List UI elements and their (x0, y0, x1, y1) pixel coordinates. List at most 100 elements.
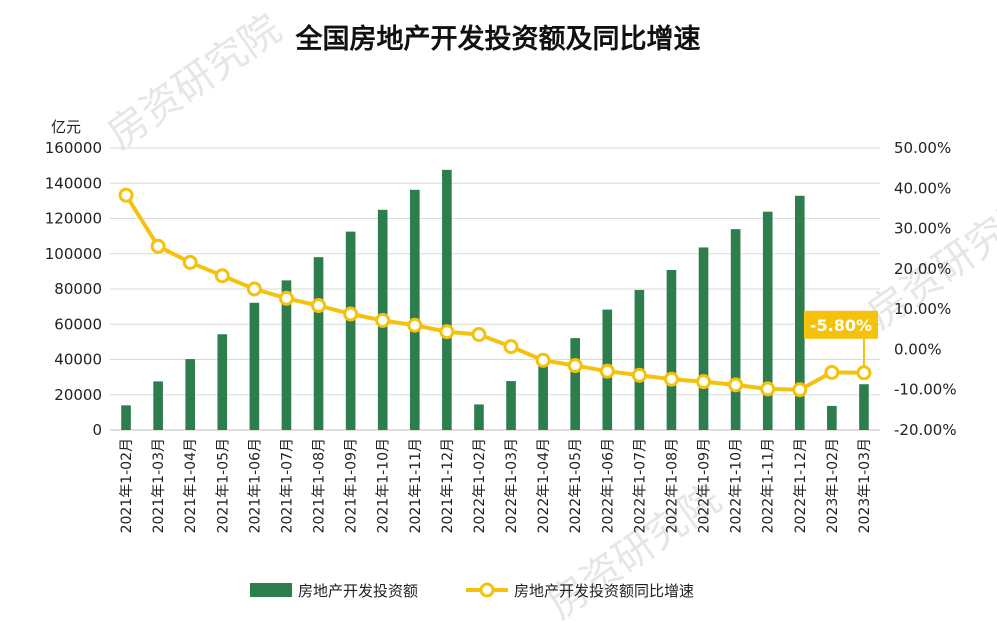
bar (281, 280, 292, 430)
right-tick-label: 10.00% (894, 300, 951, 318)
left-tick-label: 120000 (45, 210, 102, 228)
x-tick-label: 2021年1-07月 (279, 438, 295, 533)
line-point (535, 352, 551, 368)
left-tick-label: 80000 (54, 280, 102, 298)
left-axis-ticks: 0 20000 40000 60000 80000 100000 120000 140000 1… (45, 139, 102, 439)
x-tick-label: 2021年1-08月 (312, 438, 328, 533)
legend-bar-swatch (250, 583, 292, 597)
bar (730, 229, 741, 430)
line-point (343, 306, 359, 322)
chart-title: 全国房地产开发投资额及同比增速 (295, 23, 701, 55)
bar (794, 195, 805, 430)
right-tick-label: -10.00% (894, 381, 957, 399)
x-tick-label: 2021年1-02月 (119, 438, 135, 533)
x-tick-label: 2021年1-10月 (376, 438, 392, 533)
bar (762, 211, 773, 430)
x-tick-label: 2021年1-04月 (183, 438, 199, 533)
right-tick-label: 50.00% (894, 139, 951, 157)
x-tick-label: 2022年1-06月 (600, 438, 616, 533)
x-tick-label: 2021年1-11月 (408, 438, 424, 533)
bar (185, 359, 196, 430)
bar (345, 231, 356, 430)
left-tick-label: 40000 (54, 351, 102, 369)
line-point (792, 382, 808, 398)
line-point (278, 290, 294, 306)
callout: -5.80% (803, 310, 878, 366)
left-tick-label: 20000 (54, 386, 102, 404)
bar (153, 381, 163, 430)
bar (217, 334, 228, 430)
line-point (471, 327, 487, 343)
x-tick-label: 2022年1-03月 (504, 438, 520, 533)
bar (666, 269, 677, 430)
right-tick-label: 20.00% (894, 260, 951, 278)
bar (538, 360, 548, 430)
legend: 房地产开发投资额 房地产开发投资额同比增速 (250, 582, 694, 600)
x-tick-label: 2022年1-09月 (697, 438, 713, 533)
line-point (567, 358, 583, 374)
legend-line-label: 房地产开发投资额同比增速 (514, 582, 694, 600)
x-tick-label: 2021年1-12月 (440, 438, 456, 533)
line-path (124, 194, 864, 392)
left-tick-label: 160000 (45, 139, 102, 157)
x-tick-label: 2022年1-04月 (536, 438, 552, 533)
line-point (311, 298, 327, 314)
bar (409, 189, 420, 430)
legend-bar-label: 房地产开发投资额 (298, 582, 418, 600)
bar (442, 169, 452, 430)
x-tick-label: 2022年1-05月 (568, 438, 584, 533)
line-point (246, 281, 262, 297)
bar (634, 289, 645, 430)
line-point (631, 367, 647, 383)
bar (121, 405, 131, 430)
line-point (663, 371, 679, 387)
watermark-text: 房资研究院 (99, 6, 289, 158)
right-tick-label: -20.00% (894, 421, 957, 439)
line-point (503, 339, 519, 355)
line-point (375, 312, 391, 328)
x-tick-label: 2022年1-11月 (761, 438, 777, 533)
x-tick-label: 2022年1-10月 (729, 438, 745, 533)
line-point (214, 268, 230, 284)
left-tick-label: 60000 (54, 315, 102, 333)
callout-box (803, 310, 878, 339)
x-axis-ticks: 2021年1-02月 2021年1-03月 2021年1-04月 2021年1-05月… (119, 438, 873, 533)
left-axis-unit: 亿元 (51, 118, 81, 136)
right-axis-ticks: -20.00% -10.00% 0.00% 10.00% 20.00% 30.00% 40.… (894, 139, 957, 439)
bar (859, 384, 869, 430)
callout-label: -5.80% (810, 316, 872, 335)
x-tick-label: 2023年1-03月 (857, 438, 873, 533)
line-point (182, 254, 198, 270)
line-point (760, 381, 776, 397)
x-tick-label: 2022年1-08月 (664, 438, 680, 533)
x-tick-label: 2021年1-09月 (344, 438, 360, 533)
bar (506, 381, 516, 430)
line-point (118, 187, 134, 203)
line-point (696, 374, 712, 390)
left-tick-label: 100000 (45, 245, 102, 263)
x-tick-label: 2022年1-12月 (793, 438, 809, 533)
line-point (439, 324, 455, 340)
x-tick-label: 2021年1-06月 (247, 438, 263, 533)
left-tick-label: 140000 (45, 174, 102, 192)
x-tick-label: 2021年1-03月 (151, 438, 167, 533)
left-tick-label: 0 (92, 421, 102, 439)
x-tick-label: 2023年1-02月 (825, 438, 841, 533)
line-point (824, 364, 840, 380)
x-tick-label: 2022年1-07月 (632, 438, 648, 533)
x-tick-label: 2021年1-05月 (215, 438, 231, 533)
bar (570, 338, 581, 430)
bar (313, 257, 324, 430)
line-series (118, 187, 872, 398)
line-point (856, 365, 872, 381)
line-point (599, 363, 615, 379)
gridlines (110, 147, 880, 431)
right-tick-label: 40.00% (894, 179, 951, 197)
bar (698, 247, 709, 430)
bar-series (121, 169, 869, 430)
line-point (407, 317, 423, 333)
bar (249, 302, 260, 430)
bar (474, 404, 484, 430)
